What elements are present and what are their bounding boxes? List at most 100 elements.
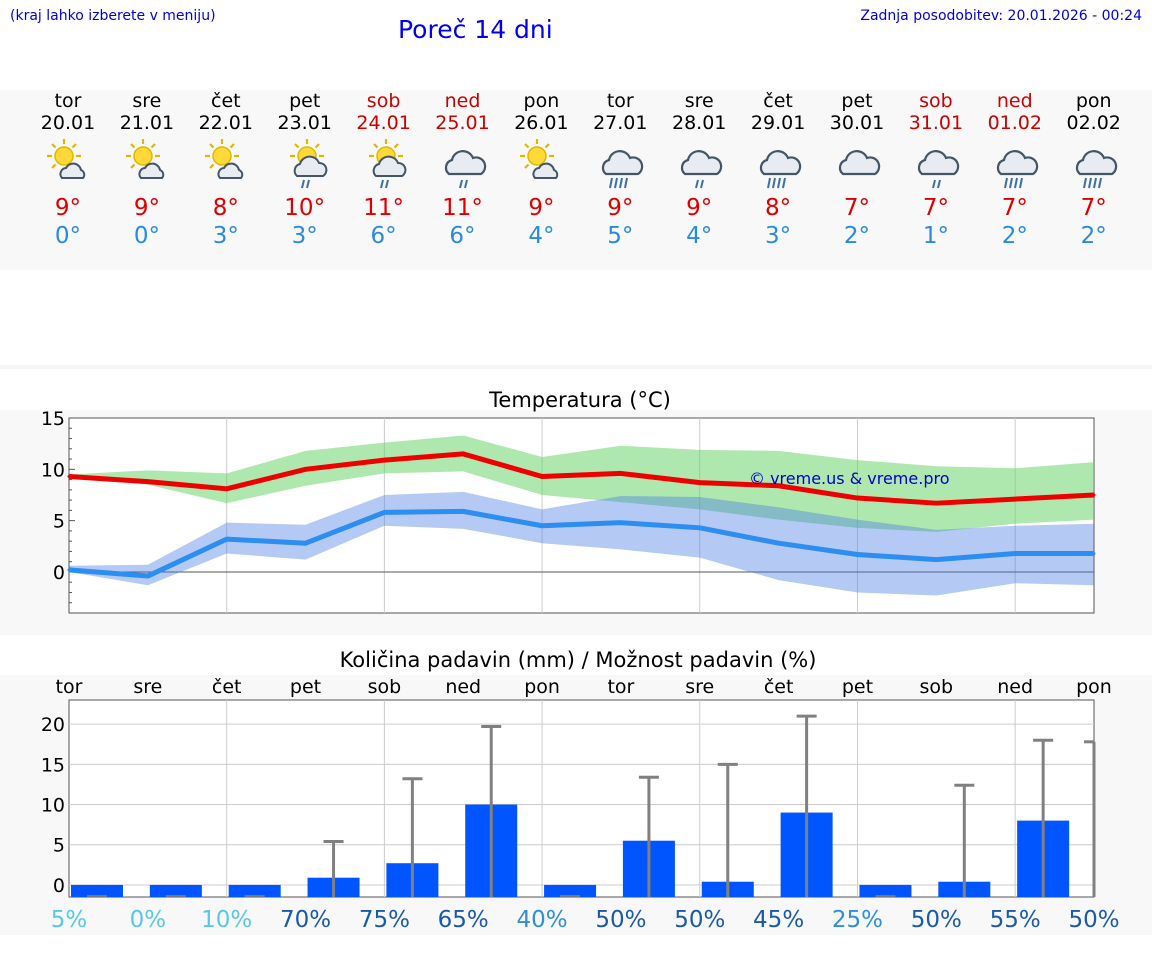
temp-max: 9° (607, 195, 634, 221)
y-tick-label: 15 (41, 410, 65, 430)
forecast-day: čet 22.01 8° 3° (187, 90, 265, 250)
temp-max: 9° (528, 195, 555, 221)
sun-shape (204, 139, 239, 173)
y-tick-label: 0 (53, 875, 65, 897)
min-temp-point (855, 553, 859, 556)
precip-probability: 75% (359, 907, 410, 933)
day-name: pon (523, 90, 560, 112)
min-temp-point (1013, 551, 1017, 555)
max-temp-point (146, 480, 150, 484)
day-date: 31.01 (908, 112, 964, 134)
precip-probability: 50% (595, 907, 646, 933)
precip-probability: 70% (280, 907, 331, 933)
day-date: 20.01 (40, 112, 96, 134)
forecast-day: sob 31.01 7° 1° (897, 90, 975, 250)
forecast-day: tor 27.01 9° 5° (581, 90, 659, 250)
precip-probability: 50% (911, 907, 962, 933)
temp-min: 6° (449, 223, 476, 249)
min-temp-point (1092, 551, 1096, 555)
day-date: 23.01 (277, 112, 332, 134)
precip-day-label: sob (368, 676, 402, 698)
temp-min: 3° (212, 223, 239, 249)
forecast-day: tor 20.01 9° 0° (29, 90, 107, 250)
min-temp-point (382, 510, 386, 514)
day-date: 27.01 (593, 112, 648, 134)
day-name: pet (841, 90, 873, 112)
day-name: sob (919, 90, 953, 112)
sun-shape (47, 139, 81, 173)
day-name: ned (444, 90, 481, 112)
cloud-heavy-rain-icon (996, 150, 1038, 189)
y-tick-label: 15 (41, 754, 65, 776)
precip-bar (228, 884, 281, 897)
y-tick-label: 5 (53, 511, 65, 533)
precipitation-chart: tor sre čet pet sob ned pon tor sre čet pet sob ned p… (41, 676, 1120, 933)
precip-bar (859, 884, 912, 897)
temp-min: 2° (1080, 223, 1107, 249)
temp-min: 2° (843, 223, 871, 249)
day-name: čet (763, 90, 793, 112)
max-temp-point (67, 475, 71, 478)
temp-max: 7° (1001, 195, 1028, 221)
forecast-day: pon 02.02 7° 2° (1055, 90, 1133, 250)
max-temp-point (304, 467, 308, 471)
precip-day-label: tor (56, 676, 83, 698)
cloud-rain-icon (444, 150, 486, 189)
forecast-day: pon 26.01 9° 4° (502, 90, 580, 250)
day-name: pon (1075, 90, 1112, 112)
max-temp-point (698, 481, 702, 485)
page-title: Poreč 14 dni (398, 15, 553, 44)
cloud-heavy-rain-icon (602, 150, 644, 189)
min-temp-point (698, 526, 702, 530)
temp-min: 0° (133, 223, 160, 249)
cloud-rain-icon (681, 150, 723, 189)
min-temp-point (225, 537, 229, 541)
forecast-day: ned 25.01 11° 6° (424, 90, 502, 250)
day-date: 22.01 (198, 112, 253, 134)
max-temp-point (540, 475, 544, 478)
temp-max: 11° (442, 195, 483, 221)
sun-cloud-icon (47, 139, 86, 179)
y-tick-label: 5 (53, 835, 65, 857)
max-temp-point (1013, 497, 1017, 501)
precip-day-label: čet (212, 676, 242, 698)
temp-min: 0° (54, 223, 82, 249)
precip-day-label: sre (133, 676, 162, 698)
max-temp-point (934, 501, 938, 505)
forecast-day: sob 24.01 11° 6° (345, 90, 423, 250)
day-date: 01.02 (987, 112, 1042, 134)
temp-max: 8° (765, 195, 792, 221)
precip-bar (544, 884, 597, 897)
day-name: tor (54, 90, 82, 112)
day-name: pet (289, 90, 321, 112)
min-temp-point (304, 541, 308, 545)
precip-day-label: ned (997, 676, 1033, 698)
sun-cloud-rain-icon (368, 139, 406, 189)
precip-probability: 55% (990, 907, 1041, 933)
max-temp-point (1092, 493, 1096, 497)
temp-max: 7° (843, 195, 871, 221)
precip-probability: 50% (674, 907, 725, 933)
cloud-heavy-rain-icon (1075, 150, 1117, 189)
cloud-rain-icon (917, 150, 960, 189)
day-date: 24.01 (356, 112, 411, 134)
precip-day-label: čet (764, 676, 794, 698)
forecast-day: čet 29.01 8° 3° (739, 90, 817, 250)
min-temp-point (146, 574, 150, 578)
max-temp-point (382, 458, 386, 462)
min-range-band (69, 491, 1094, 596)
day-name: čet (211, 90, 241, 112)
y-tick-label: 10 (41, 795, 65, 817)
precip-day-label: pon (1076, 676, 1112, 698)
temp-max: 11° (363, 195, 404, 221)
precip-day-label: pet (290, 676, 321, 698)
precip-probability: 40% (517, 907, 568, 933)
forecast-day: sre 28.01 9° 4° (660, 90, 738, 250)
precip-day-label: sob (920, 676, 954, 698)
max-temp-point (619, 471, 623, 475)
forecast-day: pet 23.01 10° 3° (266, 90, 344, 250)
temp-min: 6° (370, 223, 397, 249)
precip-bar (149, 884, 202, 897)
temp-max: 10° (284, 195, 326, 221)
min-temp-point (461, 509, 465, 513)
